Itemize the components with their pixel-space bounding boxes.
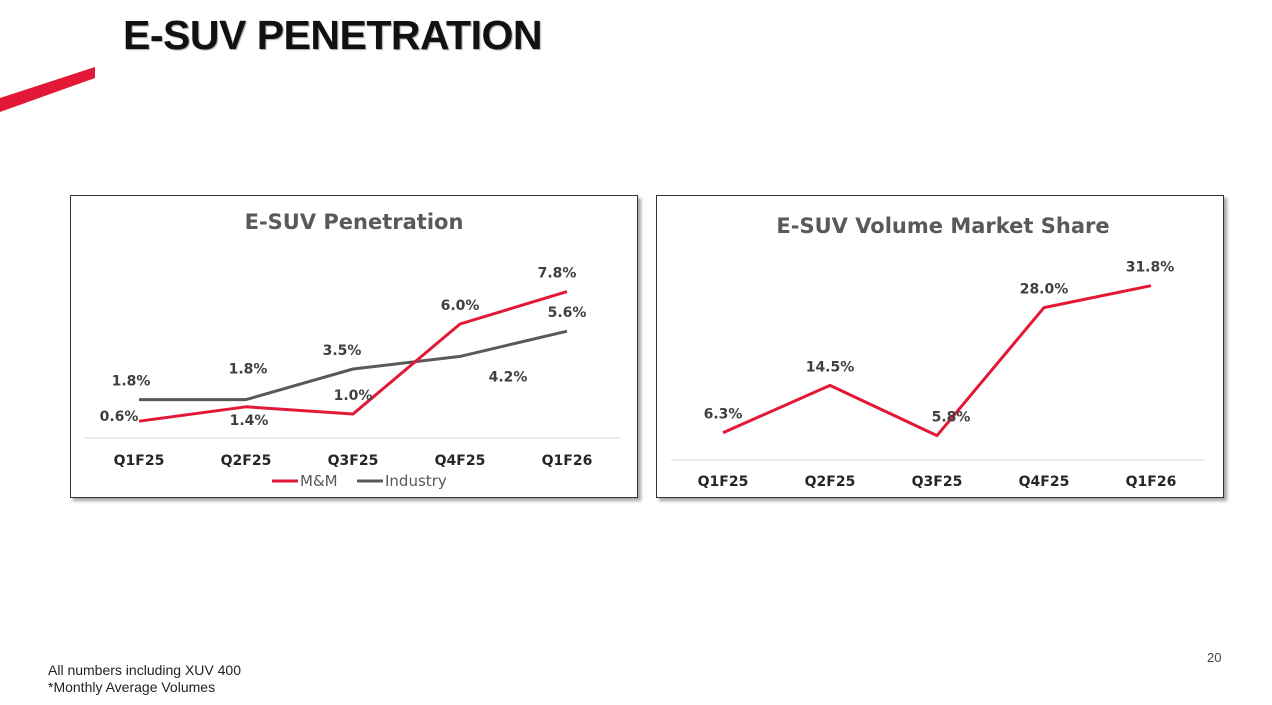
penetration-chart: E-SUV Penetration Q1F25 Q2F25 Q3F25 Q4F25 Q1F…	[70, 195, 638, 498]
x-tick-label: Q3F25	[912, 474, 963, 490]
series-line-mm	[138, 290, 568, 423]
data-label: 5.8%	[932, 410, 971, 426]
footnote-line: *Monthly Average Volumes	[48, 679, 216, 695]
legend-label: Industry	[385, 472, 447, 490]
data-label: 6.0%	[441, 298, 480, 314]
data-label: 1.8%	[229, 362, 268, 378]
market-share-chart: E-SUV Volume Market Share Q1F25 Q2F25 Q3F25…	[656, 195, 1224, 498]
page-number: 20	[1207, 650, 1222, 665]
data-label: 4.2%	[489, 369, 528, 385]
chart-title: E-SUV Penetration	[245, 210, 464, 234]
data-label: 14.5%	[806, 359, 855, 375]
series-line-mm	[722, 284, 1152, 438]
data-label: 1.4%	[230, 413, 269, 429]
data-label: 6.3%	[704, 407, 743, 423]
data-label: 1.0%	[334, 388, 373, 404]
legend-label: M&M	[300, 472, 338, 490]
data-label: 31.8%	[1126, 260, 1175, 276]
x-tick-label: Q1F25	[698, 474, 749, 490]
x-tick-label: Q1F26	[542, 453, 593, 469]
market-share-chart-svg: E-SUV Volume Market Share Q1F25 Q2F25 Q3F25…	[671, 214, 1205, 490]
data-label: 7.8%	[538, 266, 577, 282]
data-label: 3.5%	[323, 343, 362, 359]
data-label: 1.8%	[112, 374, 151, 390]
data-label: 5.6%	[548, 305, 587, 321]
x-tick-label: Q2F25	[221, 453, 272, 469]
x-tick-label: Q1F26	[1126, 474, 1177, 490]
chart-title: E-SUV Volume Market Share	[776, 214, 1109, 238]
x-tick-label: Q4F25	[435, 453, 486, 469]
x-tick-label: Q4F25	[1019, 474, 1070, 490]
series-line-industry	[139, 329, 568, 402]
footnote: All numbers including XUV 400 *Monthly A…	[48, 662, 241, 696]
data-label: 0.6%	[100, 409, 139, 425]
x-tick-label: Q3F25	[328, 453, 379, 469]
x-tick-label: Q1F25	[114, 453, 165, 469]
accent-slash-decoration	[0, 67, 95, 112]
footnote-line: All numbers including XUV 400	[48, 662, 241, 678]
data-label: 28.0%	[1020, 282, 1069, 298]
penetration-chart-svg: E-SUV Penetration Q1F25 Q2F25 Q3F25 Q4F25 Q1F…	[85, 210, 621, 490]
slide-title: E-SUV PENETRATION	[123, 12, 543, 58]
x-tick-label: Q2F25	[805, 474, 856, 490]
